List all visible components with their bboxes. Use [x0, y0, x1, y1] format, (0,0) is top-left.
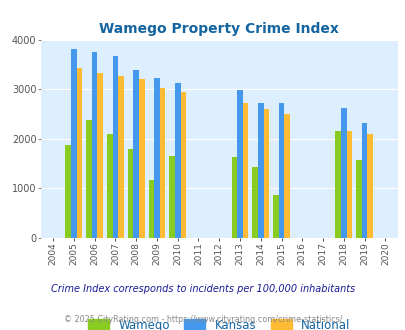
- Bar: [71, 49, 77, 238]
- Bar: [65, 145, 71, 238]
- Bar: [118, 76, 124, 238]
- Bar: [355, 160, 361, 238]
- Bar: [361, 123, 367, 238]
- Bar: [92, 52, 97, 238]
- Bar: [242, 104, 248, 238]
- Bar: [107, 134, 112, 238]
- Bar: [273, 195, 278, 238]
- Bar: [252, 167, 257, 238]
- Bar: [346, 131, 352, 238]
- Bar: [86, 120, 92, 238]
- Bar: [154, 78, 159, 238]
- Bar: [77, 68, 82, 238]
- Text: © 2025 CityRating.com - https://www.cityrating.com/crime-statistics/: © 2025 CityRating.com - https://www.city…: [64, 315, 341, 324]
- Bar: [133, 70, 139, 238]
- Bar: [180, 92, 185, 238]
- Bar: [231, 157, 237, 238]
- Bar: [112, 56, 118, 238]
- Bar: [139, 79, 144, 238]
- Bar: [257, 104, 263, 238]
- Text: Crime Index corresponds to incidents per 100,000 inhabitants: Crime Index corresponds to incidents per…: [51, 284, 354, 294]
- Legend: Wamego, Kansas, National: Wamego, Kansas, National: [87, 319, 350, 330]
- Bar: [367, 134, 372, 238]
- Bar: [335, 131, 340, 238]
- Bar: [97, 73, 103, 238]
- Title: Wamego Property Crime Index: Wamego Property Crime Index: [99, 22, 338, 36]
- Bar: [175, 83, 180, 238]
- Bar: [263, 109, 269, 238]
- Bar: [169, 156, 175, 238]
- Bar: [148, 180, 154, 238]
- Bar: [237, 90, 242, 238]
- Bar: [278, 104, 284, 238]
- Bar: [128, 148, 133, 238]
- Bar: [340, 108, 346, 238]
- Bar: [284, 115, 289, 238]
- Bar: [159, 88, 165, 238]
